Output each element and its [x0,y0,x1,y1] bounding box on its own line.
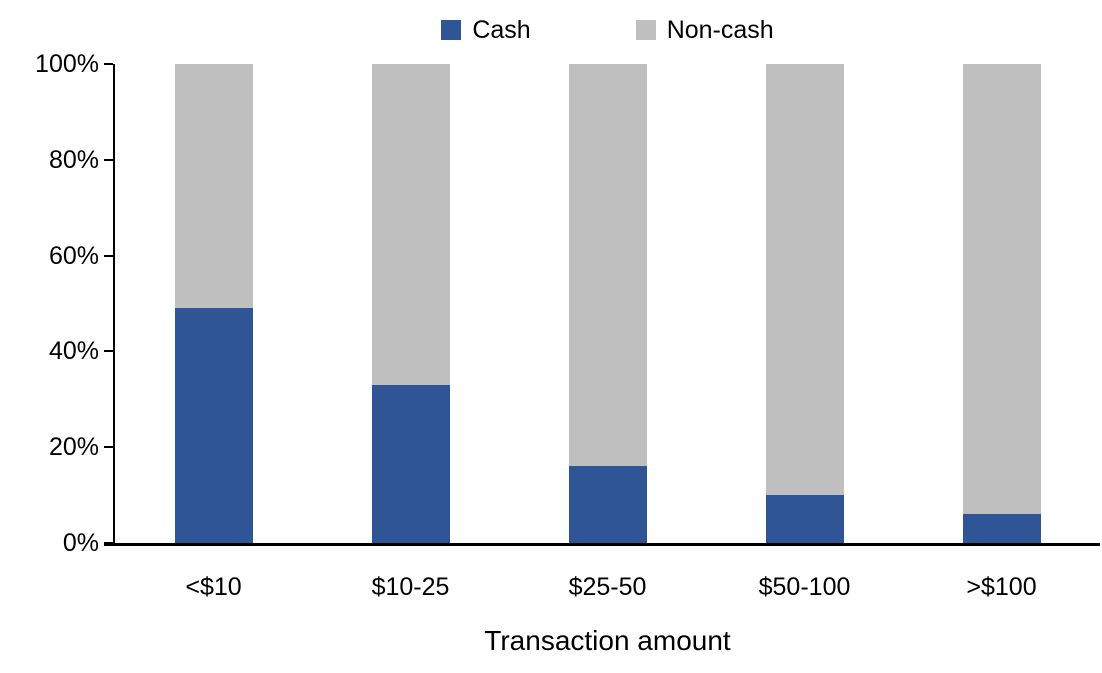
bar-segment-cash [962,514,1041,543]
legend-label-noncash: Non-cash [666,16,774,44]
bar-segment-noncash [371,64,450,385]
bar-3 [568,64,647,543]
y-tick-mark [104,446,113,449]
y-tick-label: 40% [48,337,99,366]
bar-segment-cash [765,495,844,543]
y-tick-mark [104,158,113,161]
bar-4 [765,64,844,543]
x-axis-labels: <$10 $10-25 $25-50 $50-100 >$100 [115,572,1100,602]
bar-5 [962,64,1041,543]
bar-segment-noncash [568,64,647,467]
y-tick-label: 100% [35,50,99,78]
y-axis-line [113,64,115,546]
x-axis-title: Transaction amount [484,625,731,656]
y-tick-label: 80% [48,145,99,174]
x-category-label: $10-25 [371,573,450,601]
bar-2 [371,64,450,543]
non-cash-swatch-icon [635,20,656,40]
bar-segment-cash [568,466,647,543]
bar-segment-noncash [174,64,253,309]
legend: Cash Non-cash [115,16,1100,44]
bar-segment-cash [371,384,450,543]
x-category-label: >$100 [966,573,1037,601]
x-category-label: <$10 [185,573,242,601]
legend-label-cash: Cash [472,16,531,44]
y-tick-label: 20% [48,433,99,462]
x-category-label: $25-50 [568,573,647,601]
bar-segment-cash [174,308,253,543]
y-tick-label: 0% [62,529,99,557]
y-tick-mark [104,254,113,257]
bar-segment-noncash [765,64,844,496]
legend-item-cash: Cash [441,16,531,44]
y-tick-mark [104,63,113,65]
bar-1 [174,64,253,543]
plot-area [115,64,1100,543]
x-axis-line [104,543,1100,546]
y-tick-label: 60% [48,241,99,270]
legend-item-noncash: Non-cash [635,16,774,44]
x-category-label: $50-100 [758,573,851,601]
bar-segment-noncash [962,64,1041,515]
cash-swatch-icon [441,20,462,40]
y-tick-mark [104,350,113,353]
